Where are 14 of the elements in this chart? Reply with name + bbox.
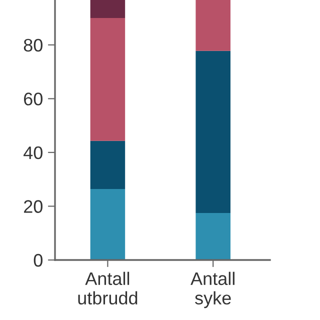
y-tick-label: 80	[24, 38, 42, 52]
bar	[90, 18, 126, 141]
bar	[90, 140, 126, 190]
bar	[90, 0, 126, 18]
bar	[196, 0, 230, 51]
x-tick-label: Antall utbrudd	[78, 272, 138, 305]
y-tick-label: 40	[24, 146, 42, 160]
y-tick-label: 0	[34, 254, 42, 267]
bar	[196, 50, 230, 213]
y-tick-label: 60	[24, 92, 42, 106]
x-tick-label: Antall syke	[190, 272, 234, 308]
bar	[196, 212, 230, 260]
y-tick-label: 20	[24, 200, 42, 213]
bar	[90, 189, 126, 260]
